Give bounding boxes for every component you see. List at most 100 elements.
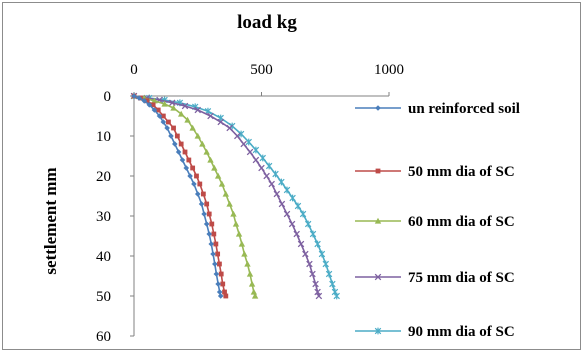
data-point <box>226 124 233 132</box>
data-point <box>218 180 226 187</box>
data-point <box>178 141 184 147</box>
data-point <box>312 280 319 288</box>
legend-label: 75 mm dia of SC <box>408 270 515 286</box>
data-point <box>207 156 214 163</box>
series-50-mm-dia-of-sc <box>131 93 229 299</box>
data-point <box>155 107 161 113</box>
data-point <box>309 270 316 278</box>
y-tick-label: 50 <box>96 289 111 305</box>
legend: un reinforced soil 50 mm dia of SC 60 mm d… <box>355 101 520 340</box>
x-tick-label: 0 <box>130 62 138 78</box>
data-point <box>374 327 382 335</box>
data-point <box>211 164 218 171</box>
data-point <box>213 241 219 247</box>
legend-label: 60 mm dia of SC <box>408 214 515 230</box>
data-point <box>151 107 158 113</box>
data-point <box>194 191 201 197</box>
data-point <box>246 148 254 156</box>
data-point <box>297 240 305 248</box>
data-point <box>240 140 247 148</box>
data-point <box>309 230 317 238</box>
legend-label: 90 mm dia of SC <box>408 324 515 340</box>
data-point <box>194 173 199 179</box>
legend-item: 75 mm dia of SC <box>355 270 515 286</box>
data-point <box>232 220 240 227</box>
data-point <box>200 191 206 197</box>
data-point <box>304 220 312 228</box>
data-point <box>293 230 300 238</box>
data-point <box>244 260 251 267</box>
data-point <box>197 181 203 187</box>
data-point <box>230 210 237 217</box>
chart-svg: load kg settlement mm 0 500 1000 0 10 20 30 40 5… <box>41 12 520 345</box>
data-point <box>252 156 260 164</box>
data-point <box>174 133 180 139</box>
series-un-reinforced-soil <box>131 93 224 299</box>
data-point <box>268 180 275 188</box>
data-point <box>189 124 196 131</box>
data-point <box>161 100 168 107</box>
data-point <box>187 173 193 179</box>
data-point <box>170 104 177 111</box>
data-point <box>218 271 224 277</box>
data-point <box>203 148 210 155</box>
y-tick-label: 60 <box>96 329 111 345</box>
data-point <box>160 113 166 119</box>
data-point <box>210 251 216 257</box>
data-point <box>333 292 340 300</box>
legend-item: un reinforced soil <box>355 101 520 117</box>
y-tick-label: 10 <box>96 129 111 145</box>
data-point <box>302 250 309 258</box>
data-point <box>272 170 279 178</box>
data-point <box>217 261 222 267</box>
data-point <box>164 125 170 131</box>
data-point <box>136 95 142 101</box>
series-line <box>133 95 222 297</box>
data-point <box>283 186 291 194</box>
data-point <box>146 102 153 108</box>
chart-frame: load kg settlement mm 0 500 1000 0 10 20 30 40 5… <box>2 2 581 350</box>
data-point <box>259 154 266 162</box>
legend-item: 90 mm dia of SC <box>355 324 515 340</box>
data-point <box>215 281 221 287</box>
legend-item: 50 mm dia of SC <box>355 164 515 180</box>
data-point <box>375 168 381 174</box>
data-point <box>251 292 259 299</box>
y-axis-label-group: settlement mm <box>41 167 60 274</box>
y-axis-label: settlement mm <box>41 167 60 274</box>
x-tick-label: 500 <box>250 62 273 78</box>
data-point <box>245 138 252 146</box>
data-point <box>207 112 214 120</box>
series-60-mm-dia-of-sc <box>130 92 259 299</box>
data-point <box>131 93 137 99</box>
data-point <box>198 201 205 207</box>
data-point <box>199 140 206 147</box>
data-point <box>206 211 212 217</box>
series-line <box>133 95 227 297</box>
data-point <box>194 132 201 139</box>
data-point <box>181 102 189 110</box>
data-point <box>265 162 273 170</box>
plot-area <box>130 92 340 300</box>
data-point <box>150 102 156 108</box>
data-point <box>172 141 178 147</box>
data-point <box>315 292 323 300</box>
series-line <box>133 95 256 297</box>
data-point <box>220 281 226 287</box>
data-point <box>314 240 321 248</box>
y-tick-label: 20 <box>96 169 111 185</box>
data-point <box>151 97 158 104</box>
data-point <box>258 164 265 172</box>
data-point <box>329 280 336 288</box>
series-line <box>133 95 320 297</box>
data-point <box>141 98 147 104</box>
data-point <box>209 221 215 227</box>
data-point <box>299 210 307 218</box>
data-point <box>208 241 215 247</box>
data-point <box>215 251 221 257</box>
data-point <box>322 260 329 268</box>
data-point <box>166 119 171 125</box>
data-point <box>194 106 202 114</box>
data-point <box>184 116 191 123</box>
data-point <box>314 288 321 296</box>
